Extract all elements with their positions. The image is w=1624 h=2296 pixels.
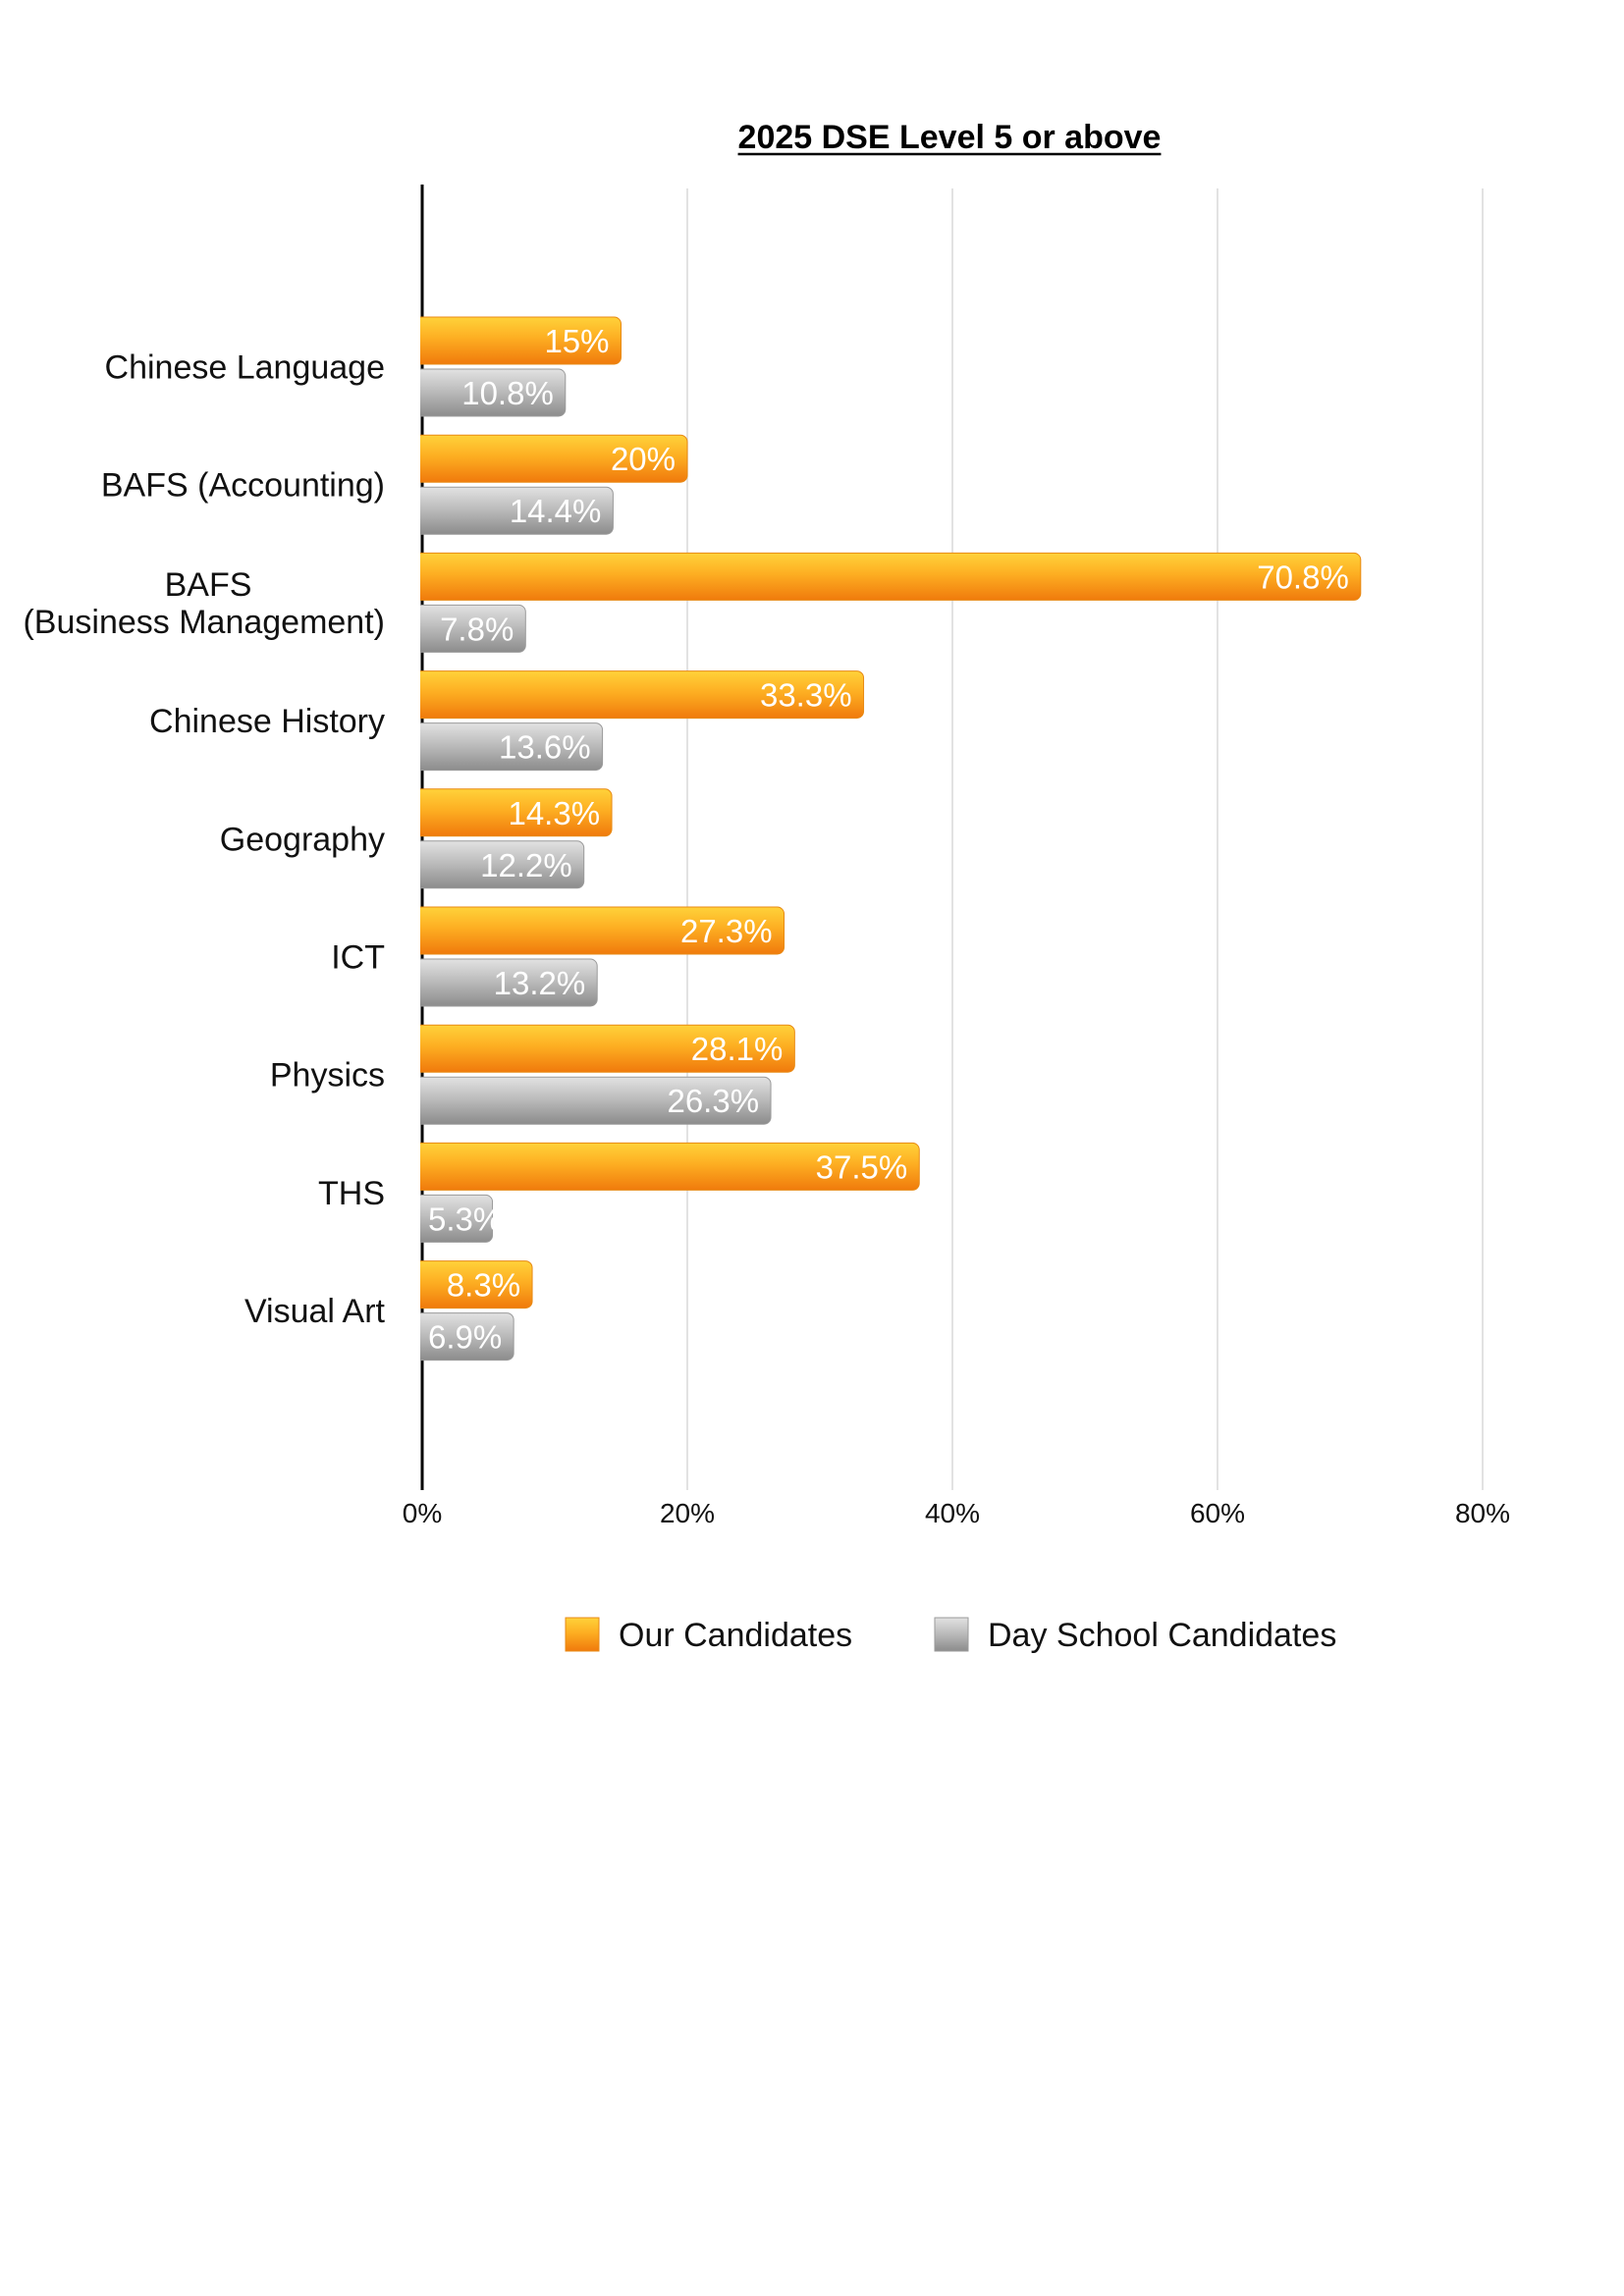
bar-our-candidates	[420, 788, 613, 837]
bar-day-school-candidates	[420, 1312, 514, 1362]
bar-our-candidates	[420, 552, 1362, 601]
x-tick-label: 20%	[660, 1498, 715, 1528]
x-tick-label: 40%	[925, 1498, 980, 1528]
data-label: 12.2%	[480, 847, 572, 883]
data-label: 20%	[611, 441, 676, 477]
bar-day-school-candidates	[420, 486, 614, 535]
data-label: 14.3%	[508, 795, 600, 831]
bar-day-school-candidates	[420, 604, 526, 653]
legend-swatch-our-candidates	[565, 1617, 600, 1652]
bars	[420, 316, 1362, 1362]
category-label: Geography	[220, 821, 385, 858]
category-label: ICT	[331, 939, 385, 977]
data-label: 13.2%	[494, 965, 586, 1001]
bar-our-candidates	[420, 434, 688, 483]
category-label: BAFS	[165, 566, 252, 604]
data-labels: 15% 10.8% 20%14.4% 70.8% 7.8% 33.3% 13.6% 14.3%…	[428, 323, 1349, 1356]
category-label: (Business Management)	[23, 604, 385, 641]
category-label: Physics	[270, 1057, 385, 1095]
bar-day-school-candidates	[420, 1076, 772, 1125]
data-label: 6.9%	[428, 1319, 502, 1356]
category-label: Visual Art	[244, 1293, 386, 1330]
bar-our-candidates	[420, 670, 865, 720]
data-label: 14.4%	[510, 493, 602, 529]
bar-day-school-candidates	[420, 1194, 494, 1243]
gridlines	[686, 188, 1484, 1490]
data-label: 33.3%	[760, 677, 852, 714]
x-tick-label: 0%	[403, 1498, 442, 1528]
x-tick-label: 60%	[1190, 1498, 1245, 1528]
legend-label: Our Candidates	[619, 1617, 852, 1654]
x-tick-labels: 0% 20% 40% 60% 80%	[403, 1498, 1510, 1528]
legend-swatch-day-school-candidates	[934, 1617, 969, 1652]
bar-day-school-candidates	[420, 368, 567, 417]
category-labels: Chinese Language BAFS (Accounting) BAFS(Bu…	[23, 349, 385, 1331]
bar-day-school-candidates	[420, 722, 604, 772]
data-label: 8.3%	[447, 1267, 520, 1304]
data-label: 37.5%	[816, 1148, 908, 1185]
category-label: Chinese Language	[105, 349, 385, 387]
bar-our-candidates	[420, 1142, 920, 1191]
category-label: Chinese History	[149, 703, 385, 740]
chart-title: 2025 DSE Level 5 or above	[738, 119, 1162, 156]
category-label: BAFS (Accounting)	[101, 467, 385, 505]
data-label: 7.8%	[440, 611, 514, 647]
data-label: 28.1%	[691, 1031, 784, 1067]
data-label: 5.3%	[428, 1201, 502, 1237]
data-label: 10.8%	[461, 375, 554, 411]
bar-our-candidates	[420, 906, 785, 955]
data-label: 26.3%	[667, 1083, 759, 1119]
bar-our-candidates	[420, 1024, 795, 1073]
bar-our-candidates	[420, 316, 622, 365]
bar-day-school-candidates	[420, 840, 585, 889]
legend: Our Candidates Day School Candidates	[565, 1617, 1336, 1654]
legend-label: Day School Candidates	[988, 1617, 1336, 1654]
bar-day-school-candidates	[420, 958, 598, 1007]
data-label: 27.3%	[680, 913, 773, 949]
data-label: 13.6%	[499, 729, 591, 766]
bar-our-candidates	[420, 1260, 533, 1309]
data-label: 70.8%	[1257, 559, 1349, 595]
x-tick-label: 80%	[1455, 1498, 1510, 1528]
category-label: THS	[318, 1175, 385, 1212]
data-label: 15%	[544, 323, 609, 359]
